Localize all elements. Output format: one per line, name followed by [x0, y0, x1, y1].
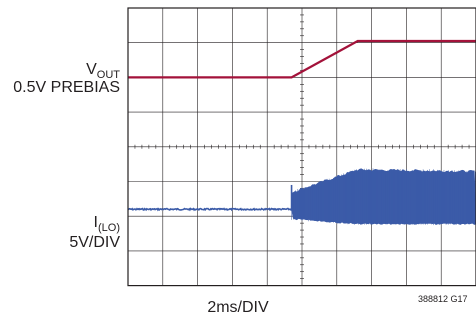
figure-id: 388812 G17 — [418, 294, 468, 304]
vout-scale-label: 0.5V PREBIAS — [13, 79, 120, 96]
ilo-baseline-trace — [127, 207, 293, 212]
ilo-scale-label: 5V/DIV — [69, 234, 120, 251]
graticule-grid — [128, 8, 476, 286]
vout-trace — [128, 39, 476, 79]
plot-frame — [127, 7, 476, 287]
vout-channel-label: VOUT — [86, 61, 120, 81]
ilo-channel-label: I(LO) — [93, 214, 120, 234]
traces — [127, 39, 476, 226]
timebase-label: 2ms/DIV — [207, 299, 269, 316]
